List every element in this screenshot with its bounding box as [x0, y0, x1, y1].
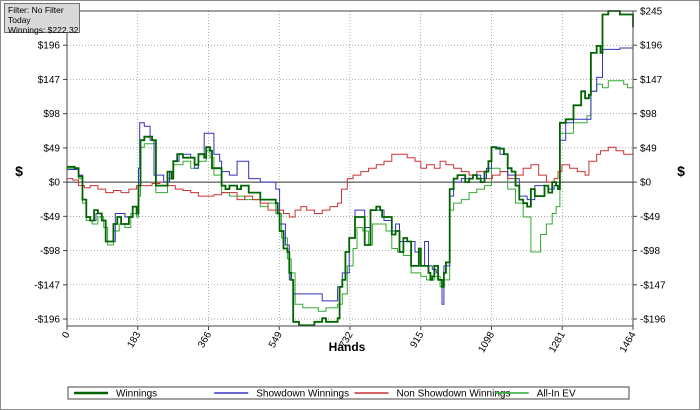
- x-tick-label: 366: [196, 330, 214, 350]
- legend-label-all-in-ev: All-In EV: [537, 389, 576, 400]
- filter-label: Filter: No Filter: [8, 5, 64, 15]
- y-tick-label-left: -$196: [34, 315, 60, 326]
- x-tick-label: 0: [60, 330, 73, 341]
- legend-label-showdown-winnings: Showdown Winnings: [256, 389, 349, 400]
- legend: Winnings Showdown Winnings Non Showdown Wi…: [67, 386, 630, 400]
- y-tick-label-right: $0: [640, 178, 652, 189]
- y-tick-label-right: -$98: [640, 246, 660, 257]
- legend-label-winnings: Winnings: [116, 389, 157, 400]
- x-tick-label: 1464: [618, 330, 639, 355]
- legend-label-non-showdown-winnings: Non Showdown Winnings: [397, 389, 511, 400]
- y-tick-label-left: $196: [38, 41, 61, 52]
- date-range-label: Today: [8, 15, 31, 25]
- y-tick-label-left: $49: [43, 143, 60, 154]
- filter-info-box: Filter: No Filter Today Winnings: $222.3…: [4, 3, 80, 35]
- y-tick-label-right: $196: [640, 41, 663, 52]
- y-tick-label-right: $49: [640, 143, 657, 154]
- y-tick-label-left: $98: [43, 109, 60, 120]
- x-tick-label: 549: [267, 330, 285, 350]
- y-tick-label-right: $147: [640, 75, 663, 86]
- y-tick-label-left: -$49: [40, 212, 60, 223]
- x-tick-label: 1281: [547, 330, 568, 355]
- x-tick-label: 915: [408, 330, 426, 350]
- legend-box: [67, 386, 630, 400]
- y-tick-label-right: $98: [640, 109, 657, 120]
- x-tick-label: 1098: [476, 330, 497, 355]
- y-tick-label-left: $0: [49, 178, 61, 189]
- y-tick-label-right: -$147: [640, 280, 666, 291]
- y-tick-label-left: -$98: [40, 246, 60, 257]
- y-tick-label-right: -$49: [640, 212, 660, 223]
- y-axis-title-right: $: [677, 163, 685, 179]
- y-tick-label-right: $245: [640, 7, 663, 18]
- y-axis-title-left: $: [15, 163, 23, 179]
- y-tick-label-left: -$147: [34, 280, 60, 291]
- y-tick-label-right: -$196: [640, 315, 666, 326]
- winnings-line: [67, 10, 634, 327]
- showdown-winnings-line: [67, 47, 634, 305]
- y-tick-label-left: $147: [38, 75, 61, 86]
- winnings-total-label: Winnings: $222.32: [8, 25, 79, 35]
- x-tick-label: 183: [125, 330, 143, 350]
- x-axis-title: Hands: [329, 340, 366, 354]
